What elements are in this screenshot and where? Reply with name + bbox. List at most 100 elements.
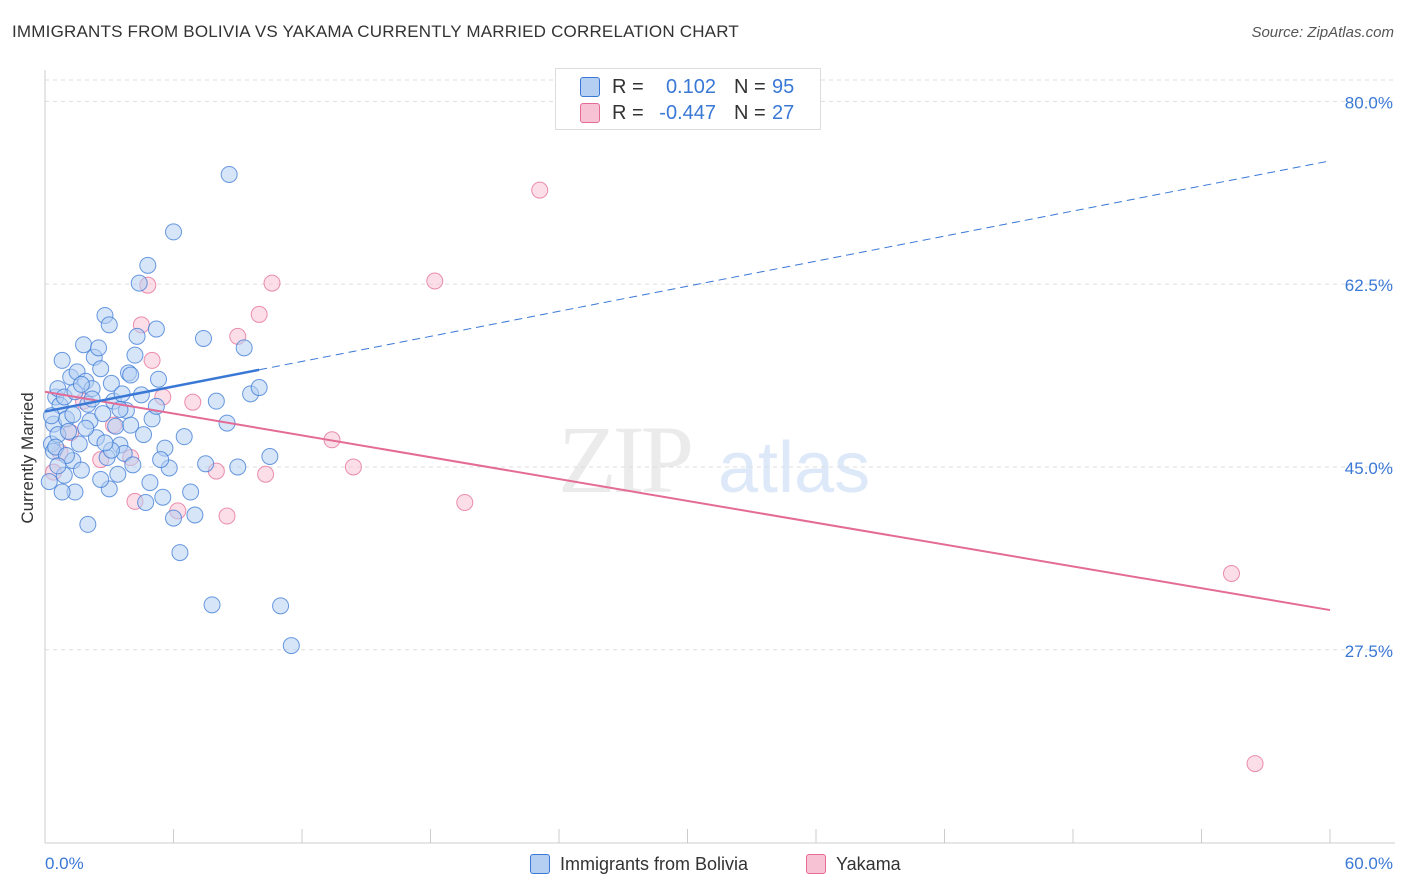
series-name: Yakama [836, 853, 901, 874]
data-point [64, 406, 82, 424]
data-point [154, 488, 172, 506]
legend-row-bolivia: R = 0.102 N = 95 [580, 75, 794, 99]
data-point [184, 393, 202, 411]
data-point [426, 272, 444, 290]
watermark-zip: ZIP [558, 406, 691, 513]
data-point [96, 434, 114, 452]
data-point [49, 457, 67, 475]
x-tick-label: 60.0% [1345, 854, 1393, 873]
watermark-atlas: atlas [718, 428, 870, 508]
data-point [186, 506, 204, 524]
data-point [72, 375, 90, 393]
data-point [75, 336, 93, 354]
watermark: ZIP atlas [558, 406, 870, 513]
yakama-trend-line [44, 390, 1331, 612]
data-point [147, 320, 165, 338]
data-point [124, 456, 142, 474]
data-point [207, 392, 225, 410]
data-point [203, 596, 221, 614]
data-point [182, 483, 200, 501]
data-point [235, 339, 253, 357]
data-point [135, 426, 153, 444]
data-point [94, 405, 112, 423]
data-point [220, 165, 238, 183]
series-legend-bolivia[interactable]: Immigrants from Bolivia [530, 852, 748, 876]
legend-row-yakama: R = -0.447 N = 27 [580, 101, 794, 125]
legend-swatch-blue [580, 77, 600, 97]
data-point [250, 305, 268, 323]
data-point [143, 351, 161, 369]
data-point [92, 360, 110, 378]
axes [44, 70, 1395, 844]
legend-r-label: R = [612, 101, 644, 124]
data-point [344, 458, 362, 476]
y-tick-label: 45.0% [1345, 459, 1393, 478]
chart-source: Source: ZipAtlas.com [1251, 24, 1394, 41]
data-point [1222, 564, 1240, 582]
data-point [126, 346, 144, 364]
data-point [152, 451, 170, 469]
series-legend-yakama[interactable]: Yakama [806, 852, 901, 876]
data-point [263, 274, 281, 292]
data-point [197, 455, 215, 473]
data-point [40, 473, 58, 491]
legend-n-value: 27 [772, 101, 795, 124]
data-point [150, 370, 168, 388]
data-point [128, 327, 146, 345]
legend-swatch-pink [806, 854, 826, 874]
data-point [171, 544, 189, 562]
data-point [79, 515, 97, 533]
data-point [456, 493, 474, 511]
data-point [72, 461, 90, 479]
data-point [257, 465, 275, 483]
y-tick-label: 80.0% [1345, 93, 1393, 112]
data-point [165, 223, 182, 241]
data-point [282, 637, 300, 655]
data-point [90, 339, 108, 357]
legend-n-value: 95 [772, 75, 795, 98]
data-point [60, 422, 78, 440]
legend-r-value: -0.447 [659, 101, 716, 124]
data-point [218, 507, 236, 525]
data-point [113, 385, 131, 403]
data-point [53, 351, 71, 369]
data-point [141, 474, 159, 492]
y-tick-label: 62.5% [1345, 276, 1393, 295]
data-point [130, 274, 148, 292]
data-point [122, 366, 140, 384]
data-point [272, 597, 290, 615]
data-point [53, 483, 71, 501]
data-point [107, 417, 125, 435]
data-point [137, 493, 155, 511]
bolivia-trend-line [44, 368, 260, 413]
legend-swatch-pink [580, 103, 600, 123]
legend-r-value: 0.102 [665, 75, 716, 98]
y-tick-label: 27.5% [1345, 642, 1393, 661]
data-point [109, 465, 127, 483]
bolivia-points [40, 165, 300, 655]
data-point [77, 419, 95, 437]
legend-r-label: R = [612, 75, 644, 98]
legend-swatch-blue [530, 854, 550, 874]
data-point [139, 256, 157, 274]
data-point [92, 470, 110, 488]
legend-n-label: N = [734, 101, 766, 124]
chart-title: IMMIGRANTS FROM BOLIVIA VS YAKAMA CURREN… [12, 22, 739, 41]
data-point [1246, 755, 1264, 773]
grid [45, 79, 1395, 651]
trend-lines [44, 160, 1331, 612]
data-point [229, 458, 247, 476]
data-point [250, 379, 268, 397]
series-name: Immigrants from Bolivia [560, 853, 749, 874]
data-point [70, 435, 88, 453]
legend-n-label: N = [734, 75, 766, 98]
tick-labels: 27.5% 45.0% 62.5% 80.0% 0.0% 60.0% [45, 93, 1393, 873]
data-point [100, 316, 118, 334]
data-point [122, 416, 140, 434]
data-point [165, 509, 182, 527]
data-point [194, 329, 212, 347]
data-point [531, 181, 549, 199]
bolivia-trend-extension [259, 160, 1331, 371]
data-point [102, 374, 120, 392]
